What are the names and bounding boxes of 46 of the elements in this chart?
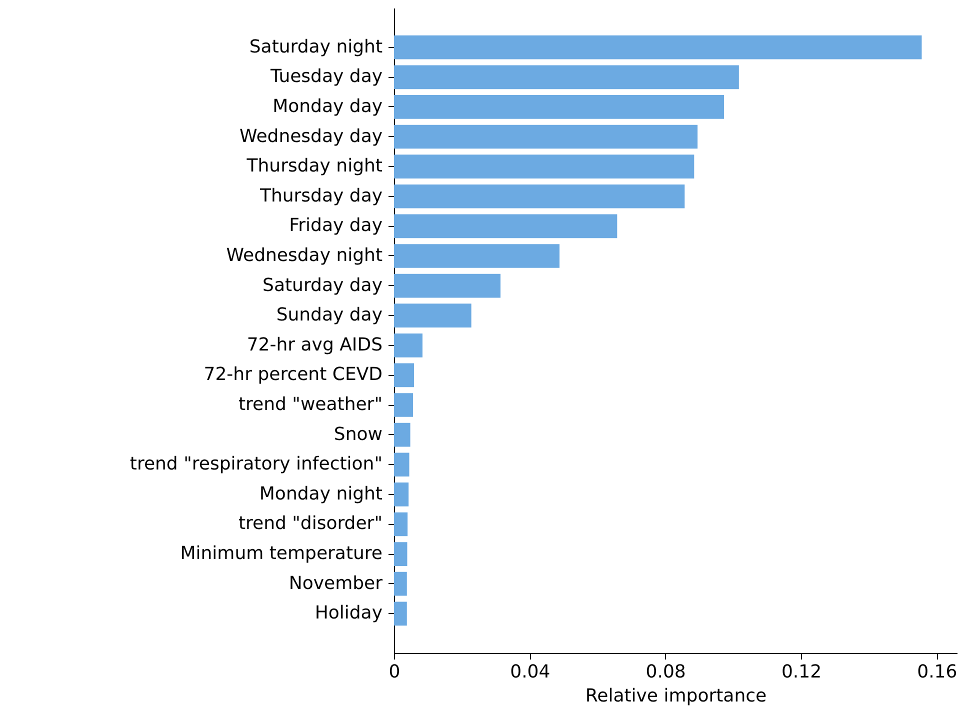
y-tick-label: Tuesday day <box>269 66 383 88</box>
bar <box>394 124 698 149</box>
bar <box>394 184 685 208</box>
y-tick-label: Thursday day <box>258 185 383 206</box>
y-tick-label: Monday night <box>259 483 382 504</box>
y-tick-label: Holiday <box>314 602 383 624</box>
bar <box>394 572 407 596</box>
x-tick-label: 0.08 <box>646 662 686 682</box>
y-tick-label: 72-hr avg AIDS <box>246 334 382 356</box>
y-tick-label: trend "disorder" <box>238 513 382 534</box>
y-tick-label: November <box>288 572 384 594</box>
bar <box>394 274 500 298</box>
bar <box>394 65 739 90</box>
y-tick-label: Monday day <box>272 96 383 117</box>
bar <box>394 482 409 506</box>
y-tick-label: Saturday day <box>262 274 383 296</box>
x-tick-label: 0.04 <box>510 662 550 682</box>
bar <box>394 393 413 417</box>
bar <box>394 35 922 60</box>
bar <box>394 422 410 447</box>
bar <box>394 244 560 268</box>
bar <box>394 154 694 178</box>
bar <box>394 542 408 566</box>
x-tick-label: 0.12 <box>781 662 822 682</box>
y-tick-label: 72-hr percent CEVD <box>204 364 382 386</box>
y-tick-label: Snow <box>334 424 382 445</box>
y-tick-label: trend "respiratory infection" <box>130 454 382 475</box>
x-tick-label: 0 <box>388 662 400 682</box>
bar <box>394 304 472 328</box>
y-tick-label: Minimum temperature <box>180 543 382 564</box>
y-tick-label: trend "weather" <box>238 394 382 416</box>
x-axis-title: Relative importance <box>585 686 767 706</box>
y-tick-label: Wednesday night <box>226 244 382 266</box>
bar <box>394 95 724 119</box>
bar <box>394 363 414 388</box>
bar <box>394 214 618 238</box>
y-tick-label: Friday day <box>289 215 383 236</box>
bar <box>394 512 408 536</box>
y-tick-label: Sunday day <box>276 304 383 326</box>
x-tick-label: 0.16 <box>917 662 958 682</box>
y-tick-label: Thursday night <box>246 156 382 177</box>
bar <box>394 452 410 477</box>
y-tick-label: Saturday night <box>249 36 382 58</box>
bar <box>394 602 407 626</box>
y-tick-label: Wednesday day <box>239 126 383 147</box>
bar <box>394 333 422 358</box>
